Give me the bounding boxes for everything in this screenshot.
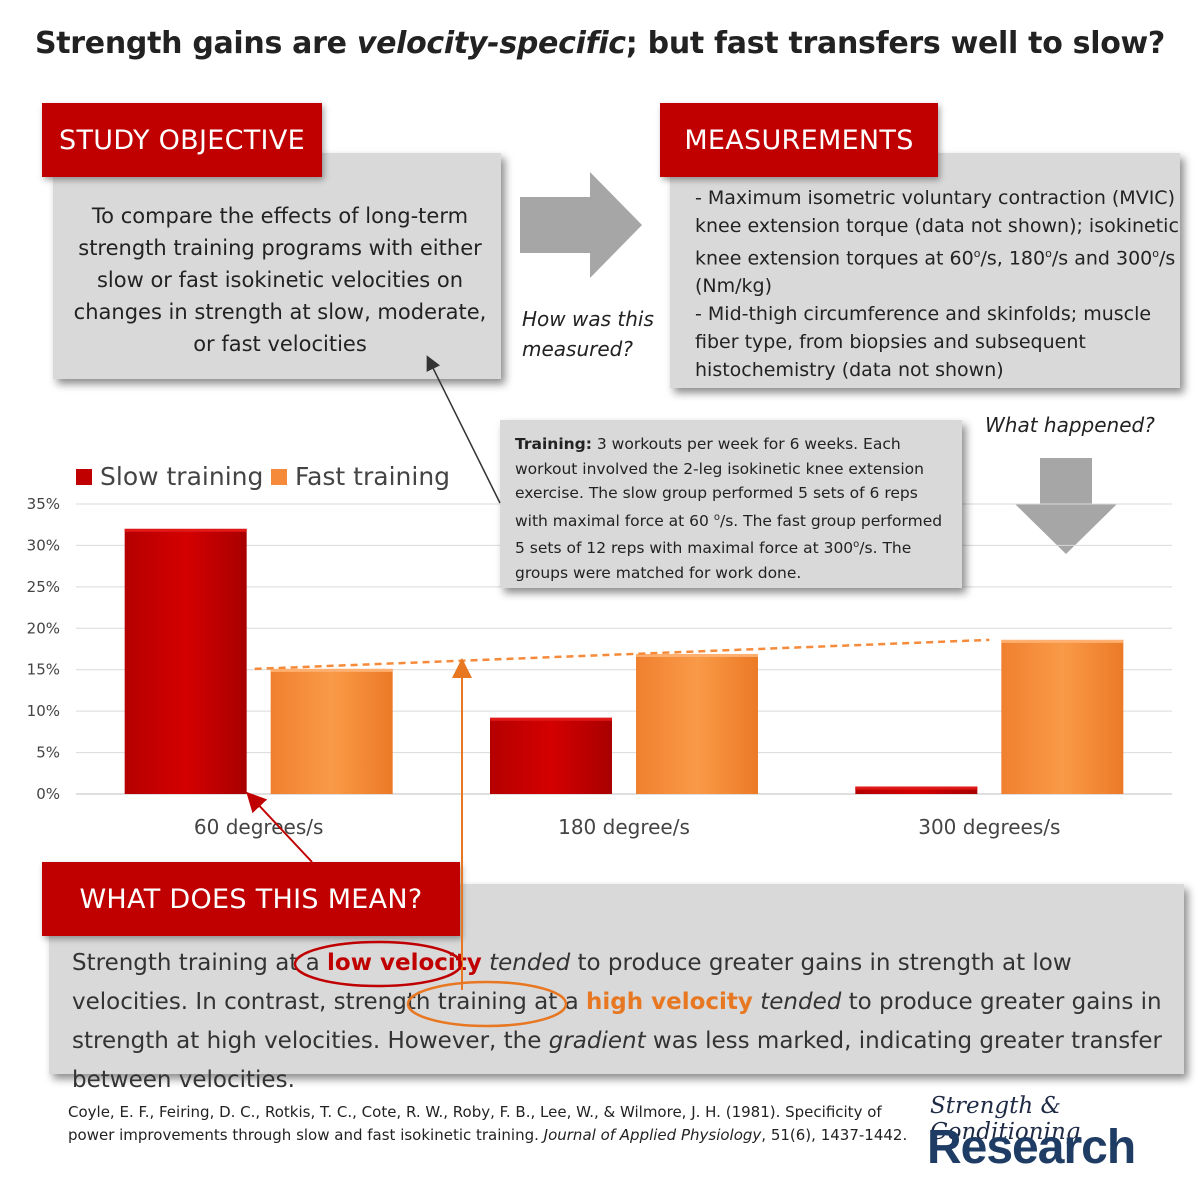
- high-velocity-highlight: high velocity: [586, 989, 753, 1015]
- legend-fast: Fast training: [271, 462, 450, 491]
- x-tick-label: 300 degrees/s: [918, 815, 1060, 839]
- meaning-banner: WHAT DOES THIS MEAN?: [42, 862, 460, 936]
- measurements-text: - Maximum isometric voluntary contractio…: [695, 184, 1180, 384]
- bar-slow-1: [490, 717, 612, 794]
- down-arrow-icon: [1015, 458, 1117, 554]
- how-measured-question: How was this measured?: [522, 307, 654, 361]
- measurements-line-2: - Mid-thigh circumference and skinfolds;…: [695, 303, 1152, 382]
- logo-research-text: Research: [927, 1121, 1136, 1174]
- x-tick-label: 180 degree/s: [558, 815, 690, 839]
- y-tick-label: 10%: [27, 702, 60, 720]
- bar-top-highlight: [270, 668, 393, 672]
- measurements-banner: MEASUREMENTS: [660, 103, 938, 177]
- legend-fast-swatch: [271, 468, 287, 485]
- what-happened-question: What happened?: [985, 413, 1155, 437]
- x-tick-label: 60 degrees/s: [194, 815, 323, 839]
- bar-fast-1: [636, 653, 758, 794]
- training-box: [500, 420, 962, 588]
- bar-fast-0: [270, 668, 393, 794]
- page-title: Strength gains are velocity-specific; bu…: [34, 26, 1166, 61]
- y-tick-label: 35%: [27, 495, 60, 513]
- measurements-box: [670, 153, 1180, 388]
- bar-top-highlight: [1001, 639, 1124, 643]
- bar-top-highlight: [490, 717, 612, 721]
- y-tick-label: 25%: [27, 578, 60, 596]
- bar-top-highlight: [636, 653, 758, 657]
- logo-script-text: Strength & Conditioning: [930, 1093, 1081, 1145]
- objective-box: [53, 153, 501, 379]
- meaning-text: Strength training at a low velocity tend…: [72, 950, 1162, 1093]
- measurements-line-1: - Maximum isometric voluntary contractio…: [695, 187, 1179, 298]
- training-text: Training: 3 workouts per week for 6 week…: [515, 435, 943, 582]
- bar-slow-2: [855, 786, 978, 794]
- objective-text: To compare the effects of long-term stre…: [73, 204, 487, 356]
- bar-top-highlight: [855, 786, 978, 790]
- y-tick-label: 5%: [36, 744, 60, 762]
- y-tick-label: 20%: [27, 619, 60, 637]
- reference-citation: Coyle, E. F., Feiring, D. C., Rotkis, T.…: [68, 1103, 908, 1144]
- objective-banner: STUDY OBJECTIVE: [42, 103, 322, 177]
- legend-slow-swatch: [76, 468, 92, 485]
- bar-fast-2: [1001, 639, 1124, 794]
- legend-slow: Slow training: [76, 462, 263, 491]
- bar-slow-0: [124, 528, 247, 794]
- low-velocity-highlight: low velocity: [327, 950, 482, 976]
- y-tick-label: 0%: [36, 785, 60, 803]
- y-tick-label: 15%: [27, 661, 60, 679]
- y-tick-label: 30%: [27, 536, 60, 554]
- right-arrow-icon: [520, 172, 642, 278]
- bar-top-highlight: [124, 528, 247, 532]
- trend-line: [254, 638, 990, 671]
